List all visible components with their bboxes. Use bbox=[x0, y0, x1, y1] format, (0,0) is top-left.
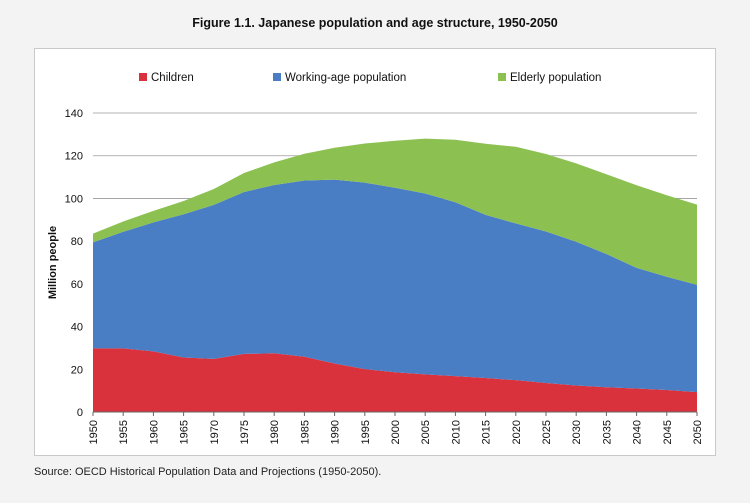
x-tick-label: 1990 bbox=[330, 420, 342, 444]
x-tick-label: 1995 bbox=[360, 420, 372, 444]
y-tick-label: 100 bbox=[65, 193, 83, 205]
x-tick-label: 2025 bbox=[541, 420, 553, 444]
x-tick-label: 2050 bbox=[692, 420, 704, 444]
y-tick-label: 80 bbox=[71, 236, 83, 248]
x-tick-label: 1960 bbox=[148, 420, 160, 444]
x-tick-label: 2005 bbox=[420, 420, 432, 444]
y-tick-label: 40 bbox=[71, 322, 83, 334]
area-children bbox=[93, 348, 697, 412]
x-tick-label: 1955 bbox=[118, 420, 130, 444]
x-tick-label: 2030 bbox=[571, 420, 583, 444]
chart-frame: 0 20 40 60 80 100 120 140 1950 1955 1960 1965 1970 19… bbox=[34, 48, 716, 456]
x-tick-label: 2015 bbox=[481, 420, 493, 444]
y-tick-label: 140 bbox=[65, 108, 83, 120]
x-tick-label: 1950 bbox=[88, 420, 100, 444]
area-elderly-population bbox=[93, 138, 697, 285]
legend-label-children: Children bbox=[151, 72, 194, 84]
legend-swatch-working-age-population bbox=[273, 73, 281, 81]
figure-title: Figure 1.1. Japanese population and age … bbox=[192, 16, 558, 30]
y-tick-label: 120 bbox=[65, 151, 83, 163]
legend-label-working-age-population: Working-age population bbox=[285, 72, 406, 84]
x-tick-label: 2045 bbox=[662, 420, 674, 444]
y-axis-label: Million people bbox=[47, 226, 59, 299]
x-tick-label: 2040 bbox=[632, 420, 644, 444]
x-tick-label: 2010 bbox=[450, 420, 462, 444]
area-working-age-population bbox=[93, 179, 697, 393]
legend-swatch-elderly-population bbox=[498, 73, 506, 81]
source-note: Source: OECD Historical Population Data … bbox=[34, 466, 382, 478]
legend-label-elderly-population: Elderly population bbox=[510, 72, 601, 84]
y-tick-label: 0 bbox=[77, 407, 83, 419]
x-tick-label: 1975 bbox=[239, 420, 251, 444]
x-tick-label: 2000 bbox=[390, 420, 402, 444]
x-tick-label: 1970 bbox=[209, 420, 221, 444]
x-tick-label: 1965 bbox=[179, 420, 191, 444]
x-tick-label: 1985 bbox=[299, 420, 311, 444]
y-tick-label: 60 bbox=[71, 279, 83, 291]
x-tick-label: 1980 bbox=[269, 420, 281, 444]
x-tick-label: 2020 bbox=[511, 420, 523, 444]
x-tick-label: 2035 bbox=[601, 420, 613, 444]
legend-swatch-children bbox=[139, 73, 147, 81]
y-tick-label: 20 bbox=[71, 364, 83, 376]
